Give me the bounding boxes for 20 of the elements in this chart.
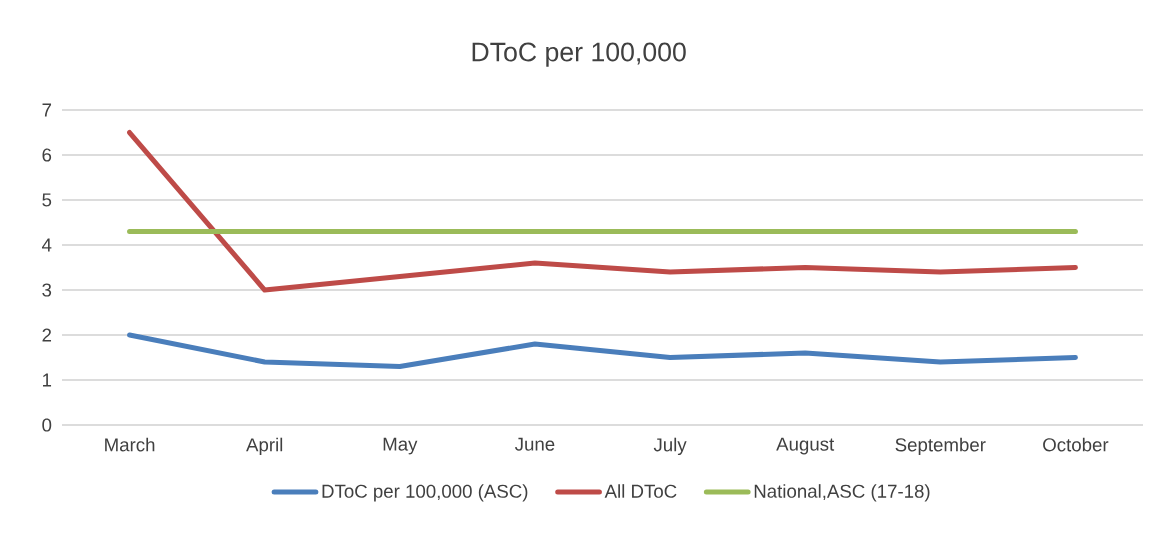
x-tick-label: May	[383, 437, 418, 455]
x-tick-label: April	[246, 437, 283, 456]
legend-label: DToC per 100,000 (ASC)	[322, 484, 528, 502]
legend-label: All DToC	[604, 484, 677, 498]
y-tick-label: 2	[42, 328, 52, 342]
y-tick-label: 4	[41, 238, 52, 252]
x-tick-label: September	[895, 437, 986, 456]
x-tick-label: March	[105, 437, 155, 452]
y-tick-label: 5	[42, 193, 52, 207]
y-tick-label: 0	[42, 418, 52, 432]
y-tick-label: 1	[43, 373, 52, 387]
legend-label: National,ASC (17-18)	[754, 484, 930, 502]
chart-title: DToC per 100,000	[472, 42, 686, 67]
y-tick-label: 6	[42, 148, 52, 162]
x-tick-label: October	[1043, 437, 1109, 452]
x-tick-label: July	[653, 437, 687, 456]
x-tick-label: August	[776, 437, 835, 455]
y-tick-label: 7	[42, 103, 52, 117]
x-tick-label: June	[514, 437, 555, 451]
y-tick-label: 3	[42, 283, 52, 297]
